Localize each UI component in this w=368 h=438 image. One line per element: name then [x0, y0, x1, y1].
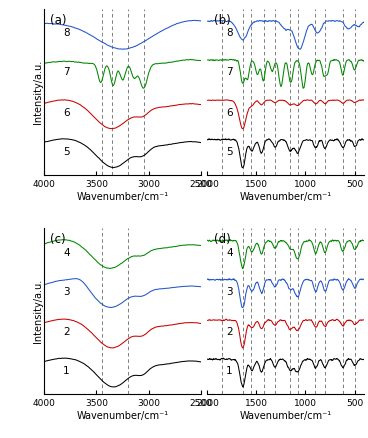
- Text: 5: 5: [63, 147, 70, 157]
- X-axis label: Wavenumber/cm⁻¹: Wavenumber/cm⁻¹: [240, 411, 332, 421]
- Text: 2: 2: [63, 327, 70, 337]
- Text: 6: 6: [63, 108, 70, 118]
- Text: 6: 6: [226, 108, 233, 118]
- Y-axis label: Intensity/a.u.: Intensity/a.u.: [33, 60, 43, 124]
- Text: (b): (b): [214, 14, 230, 27]
- Text: 2: 2: [226, 327, 233, 337]
- Text: 1: 1: [226, 366, 233, 376]
- Text: 7: 7: [226, 67, 233, 78]
- Text: 5: 5: [226, 147, 233, 157]
- X-axis label: Wavenumber/cm⁻¹: Wavenumber/cm⁻¹: [240, 191, 332, 201]
- X-axis label: Wavenumber/cm⁻¹: Wavenumber/cm⁻¹: [77, 411, 169, 421]
- Text: 1: 1: [63, 366, 70, 376]
- X-axis label: Wavenumber/cm⁻¹: Wavenumber/cm⁻¹: [77, 191, 169, 201]
- Text: 4: 4: [226, 247, 233, 258]
- Text: 3: 3: [226, 286, 233, 297]
- Text: (d): (d): [214, 233, 230, 246]
- Text: 8: 8: [63, 28, 70, 38]
- Text: 3: 3: [63, 286, 70, 297]
- Y-axis label: Intensity/a.u.: Intensity/a.u.: [33, 279, 43, 343]
- Text: 8: 8: [226, 28, 233, 38]
- Text: (c): (c): [50, 233, 66, 246]
- Text: 7: 7: [63, 67, 70, 78]
- Text: 4: 4: [63, 247, 70, 258]
- Text: (a): (a): [50, 14, 67, 27]
